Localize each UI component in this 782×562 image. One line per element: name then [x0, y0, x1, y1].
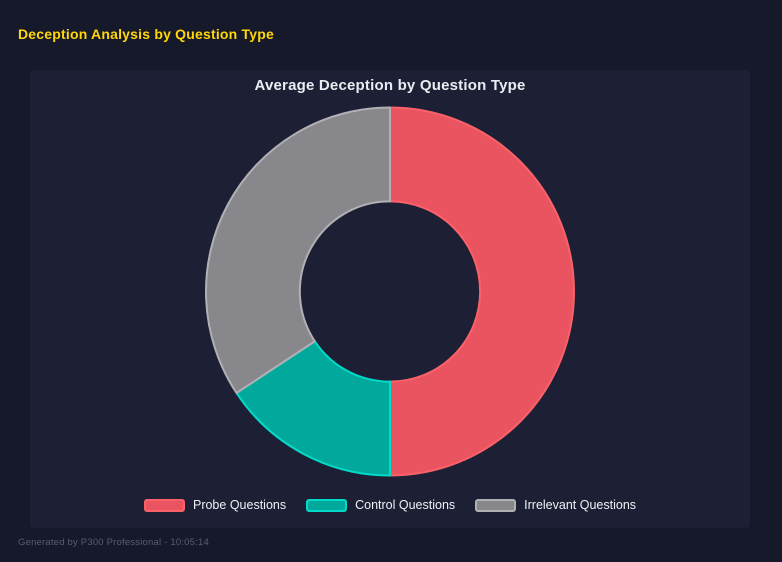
page-title: Deception Analysis by Question Type	[18, 26, 274, 42]
donut-segment-irrelevant-questions[interactable]	[205, 106, 391, 395]
legend-swatch-irrelevant-questions	[475, 498, 517, 512]
legend-label: Control Questions	[355, 498, 456, 512]
legend-swatch-probe-questions	[143, 498, 185, 512]
chart-panel: Average Deception by Question Type Probe…	[30, 70, 750, 528]
donut-segment-control-questions[interactable]	[235, 340, 391, 477]
legend-label: Probe Questions	[192, 498, 287, 512]
legend-item-probe-questions[interactable]: Probe Questions	[143, 498, 287, 512]
donut-segment-probe-questions[interactable]	[389, 106, 576, 477]
legend-item-irrelevant-questions[interactable]: Irrelevant Questions	[475, 498, 636, 512]
chart-title: Average Deception by Question Type	[254, 77, 526, 94]
donut-chart	[205, 106, 576, 477]
legend-item-control-questions[interactable]: Control Questions	[306, 498, 455, 512]
legend-swatch-control-questions	[306, 498, 348, 512]
chart-legend: Probe Questions Control Questions Irreleva…	[143, 498, 636, 512]
footer-note: Generated by P300 Professional - 10:05:1…	[18, 537, 209, 548]
legend-label: Irrelevant Questions	[524, 498, 637, 512]
